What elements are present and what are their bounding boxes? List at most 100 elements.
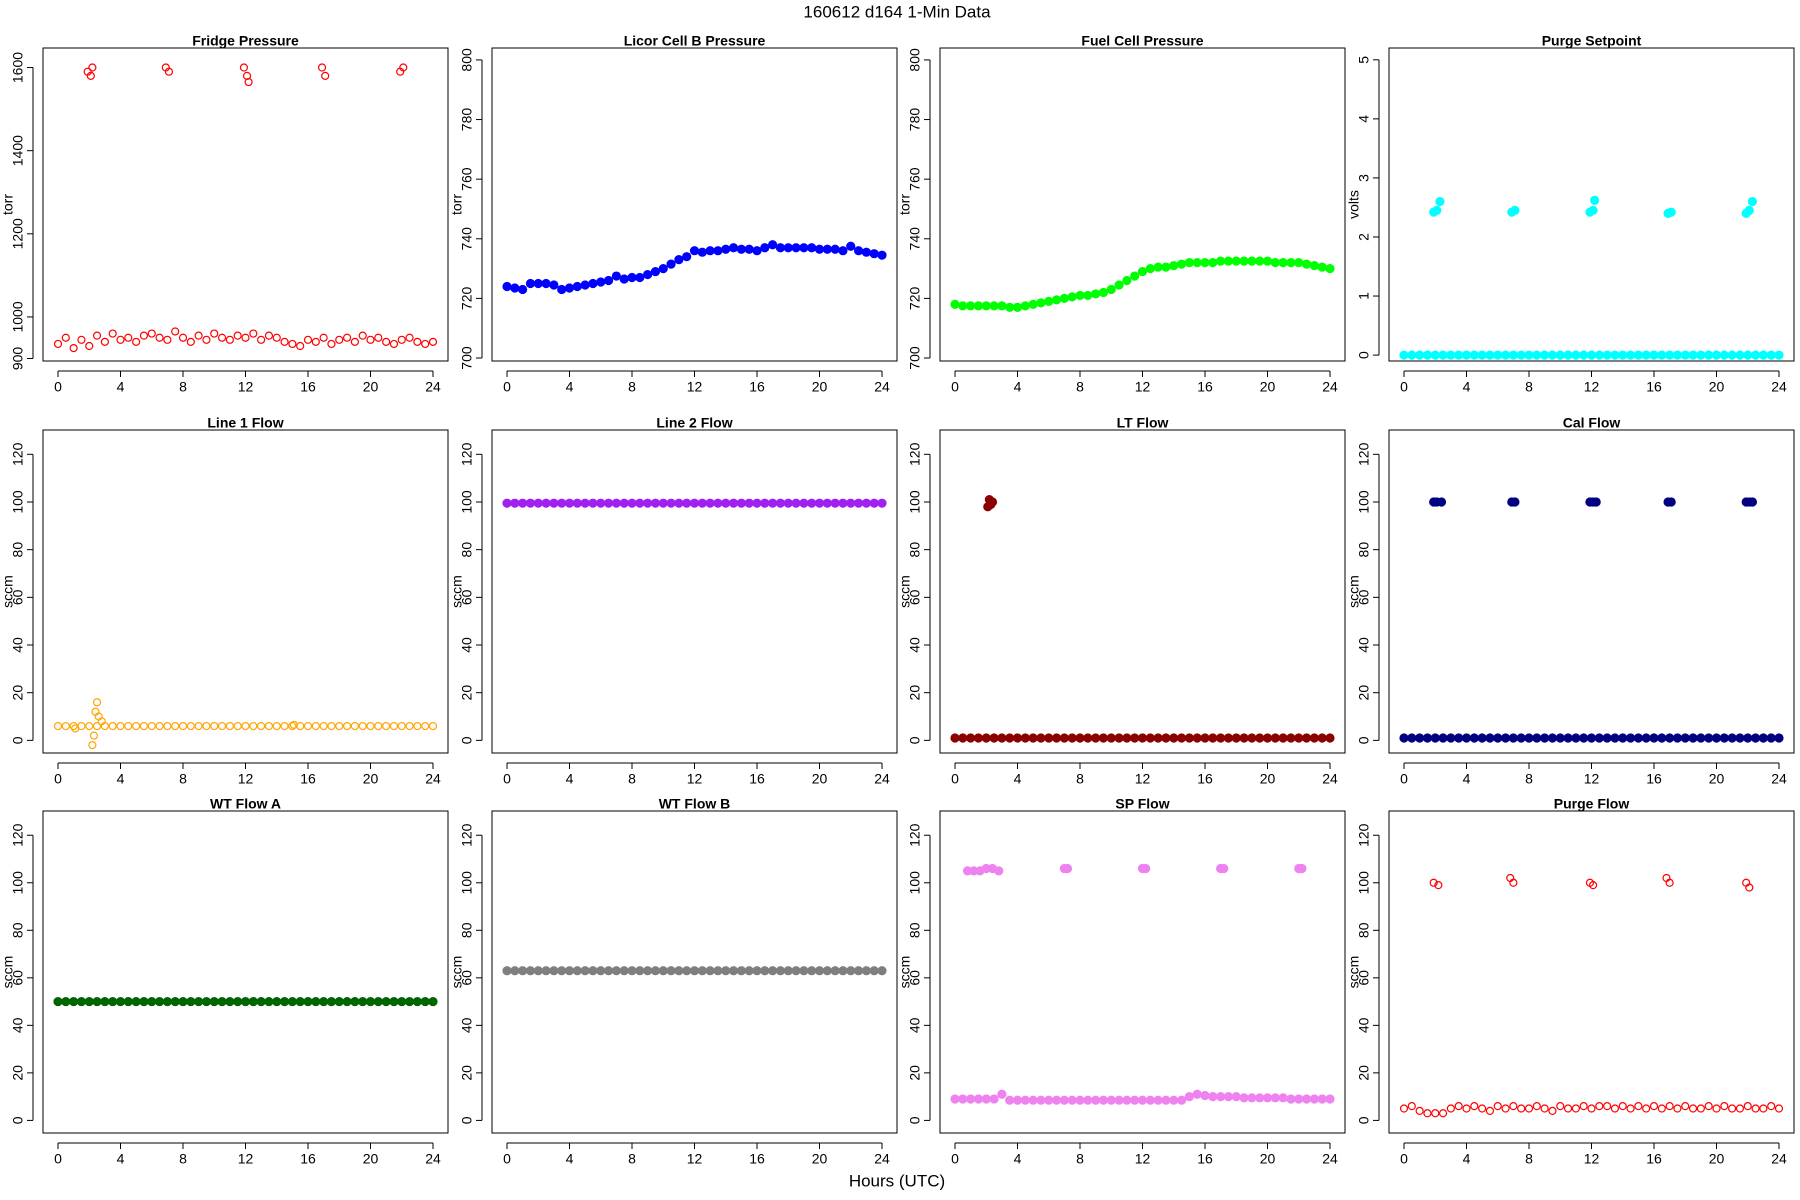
plot-area xyxy=(1399,497,1784,743)
point xyxy=(1176,733,1187,743)
point xyxy=(1161,733,1171,743)
point xyxy=(1429,878,1438,887)
y-tick-label: 40 xyxy=(10,637,26,653)
point xyxy=(950,733,960,743)
x-tick-label: 4 xyxy=(117,379,125,395)
x-tick-label: 16 xyxy=(1646,379,1662,395)
x-tick-label: 8 xyxy=(1076,771,1084,787)
point xyxy=(397,335,406,344)
point xyxy=(1192,1089,1202,1099)
point xyxy=(1747,196,1758,207)
plot-frame xyxy=(1388,47,1795,362)
point xyxy=(373,996,383,1007)
point xyxy=(1438,1109,1448,1118)
point xyxy=(178,996,188,1007)
panel-title: Line 2 Flow xyxy=(656,415,732,431)
panel: Line 2 Flow sccm 0 20 40 60 80 100 120 0 4 8 12 16 20 2… xyxy=(449,415,898,787)
point xyxy=(413,337,422,346)
y-tick-label: 120 xyxy=(459,442,475,466)
point xyxy=(311,721,320,731)
point xyxy=(1325,263,1335,274)
point xyxy=(1579,733,1589,743)
point xyxy=(272,996,282,1007)
point xyxy=(84,996,94,1007)
y-tick-label: 60 xyxy=(1356,970,1372,986)
point xyxy=(643,966,653,976)
point xyxy=(1625,733,1636,743)
point xyxy=(518,966,528,976)
point xyxy=(288,339,297,349)
point xyxy=(1704,1102,1713,1111)
point xyxy=(1309,261,1319,271)
point xyxy=(288,721,297,731)
point xyxy=(973,301,984,311)
panel-title: SP Flow xyxy=(1115,796,1169,812)
point xyxy=(61,721,70,731)
y-tick-label: 80 xyxy=(459,542,475,558)
point xyxy=(1766,733,1776,743)
point xyxy=(1262,1093,1273,1103)
point xyxy=(877,250,887,260)
y-tick-label: 40 xyxy=(459,1017,475,1033)
point xyxy=(1478,1104,1487,1113)
point xyxy=(838,498,848,508)
point xyxy=(1595,1102,1604,1111)
point xyxy=(1036,733,1046,743)
point xyxy=(1540,350,1550,360)
plot-area xyxy=(502,966,887,976)
point xyxy=(502,498,512,508)
point xyxy=(1438,350,1448,360)
point xyxy=(1681,1102,1690,1111)
point xyxy=(760,966,770,976)
point xyxy=(1591,497,1601,507)
point xyxy=(541,966,551,976)
point xyxy=(822,966,832,976)
point xyxy=(666,966,676,976)
point xyxy=(799,498,809,508)
plot-area xyxy=(950,256,1335,312)
y-axis-label: torr xyxy=(0,194,16,215)
point xyxy=(100,996,110,1007)
plot-frame xyxy=(1388,810,1795,1134)
point xyxy=(1745,883,1754,892)
point xyxy=(233,331,242,340)
point xyxy=(1704,733,1714,743)
point xyxy=(791,498,801,508)
plot-frame xyxy=(42,47,449,362)
point xyxy=(799,243,809,253)
point xyxy=(319,996,329,1007)
point xyxy=(1176,259,1187,269)
point xyxy=(838,966,848,976)
point xyxy=(650,498,661,508)
point xyxy=(303,721,313,731)
point xyxy=(1067,292,1077,302)
x-tick-label: 12 xyxy=(238,1151,254,1167)
point xyxy=(53,996,63,1007)
point xyxy=(358,996,368,1007)
point xyxy=(116,335,125,344)
x-tick-label: 4 xyxy=(566,379,574,395)
point xyxy=(572,281,582,292)
y-tick-label: 80 xyxy=(459,922,475,938)
point xyxy=(1532,350,1542,360)
point xyxy=(1774,733,1784,743)
y-tick-label: 780 xyxy=(907,108,923,132)
point xyxy=(1532,1102,1541,1111)
point xyxy=(783,243,793,253)
point xyxy=(1005,733,1015,743)
point xyxy=(154,996,165,1007)
y-tick-label: 100 xyxy=(1356,490,1372,514)
y-tick-label: 80 xyxy=(10,922,26,938)
point xyxy=(256,996,266,1007)
point xyxy=(580,498,590,508)
point xyxy=(241,333,250,342)
point xyxy=(627,272,637,283)
point xyxy=(1744,205,1754,216)
point xyxy=(1005,302,1015,312)
point xyxy=(108,721,117,731)
point xyxy=(1508,350,1518,360)
point xyxy=(1122,1095,1132,1105)
point xyxy=(97,717,106,726)
y-tick-label: 800 xyxy=(459,48,475,72)
point xyxy=(1680,350,1690,360)
